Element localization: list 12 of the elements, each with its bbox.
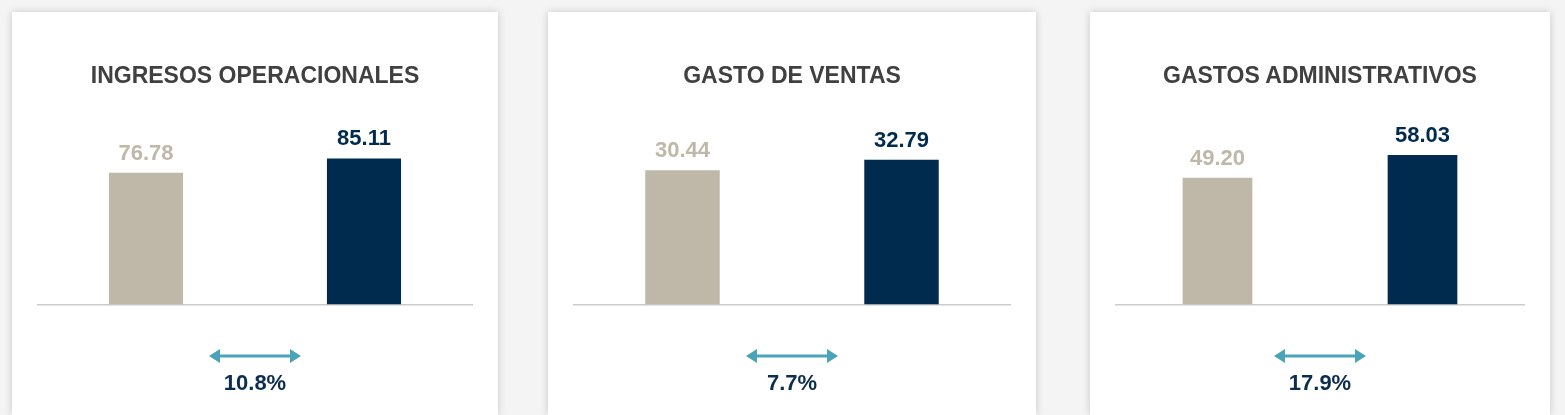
data-label: 76.78 <box>118 139 174 165</box>
data-label: 30.44 <box>654 137 711 163</box>
text: 10.8% <box>222 370 288 396</box>
text: 7.7% <box>765 370 819 396</box>
data-label: 49.20 <box>1189 144 1246 170</box>
text: 17.9% <box>1287 370 1353 396</box>
chart-title: GASTOS ADMINISTRATIVOS <box>1162 62 1478 89</box>
chart-title: GASTO DE VENTAS <box>682 62 902 89</box>
data-label: 58.03 <box>1394 122 1451 148</box>
data-label: 85.11 <box>337 125 391 151</box>
data-label: 32.79 <box>873 126 930 152</box>
chart-title: INGRESOS OPERACIONALES <box>89 62 421 89</box>
